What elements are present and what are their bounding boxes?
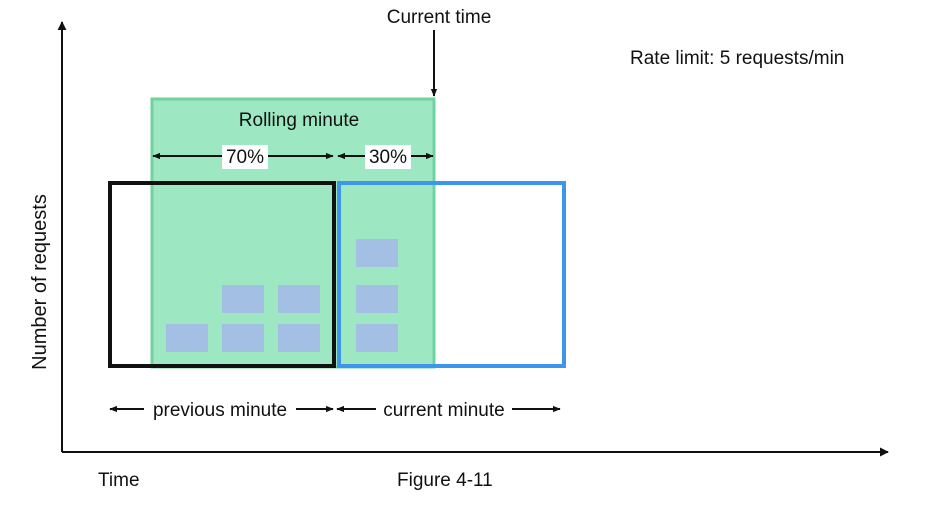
- y-axis-label: Number of requests: [29, 194, 51, 370]
- rolling-minute-label: Rolling minute: [239, 110, 359, 131]
- current-minute-request-block: [356, 285, 398, 313]
- current-minute-label-bg: [376, 396, 512, 420]
- current-minute-request-block: [356, 324, 398, 352]
- current-time-label: Current time: [387, 7, 492, 28]
- figure-caption: Figure 4-11: [397, 470, 493, 491]
- current-minute-label: current minute: [383, 400, 504, 421]
- pct-current-bg: [365, 145, 411, 169]
- previous-minute-request-block: [222, 324, 264, 352]
- request-blocks: [166, 239, 398, 352]
- x-axis-label: Time: [98, 470, 140, 491]
- rate-limit-label: Rate limit: 5 requests/min: [630, 48, 844, 69]
- rolling-minute-window: [150, 97, 436, 369]
- previous-minute-label-bg: [144, 396, 296, 420]
- previous-minute-request-block: [222, 285, 264, 313]
- previous-minute-box: [108, 181, 336, 368]
- current-minute-request-block: [356, 239, 398, 267]
- pct-previous-bg: [222, 145, 268, 169]
- previous-minute-request-block: [166, 324, 208, 352]
- previous-minute-request-block: [278, 285, 320, 313]
- current-minute-box: [337, 181, 566, 368]
- pct-previous-label: 70%: [226, 147, 264, 168]
- pct-current-label: 30%: [369, 147, 407, 168]
- previous-minute-request-block: [278, 324, 320, 352]
- previous-minute-label: previous minute: [153, 400, 287, 421]
